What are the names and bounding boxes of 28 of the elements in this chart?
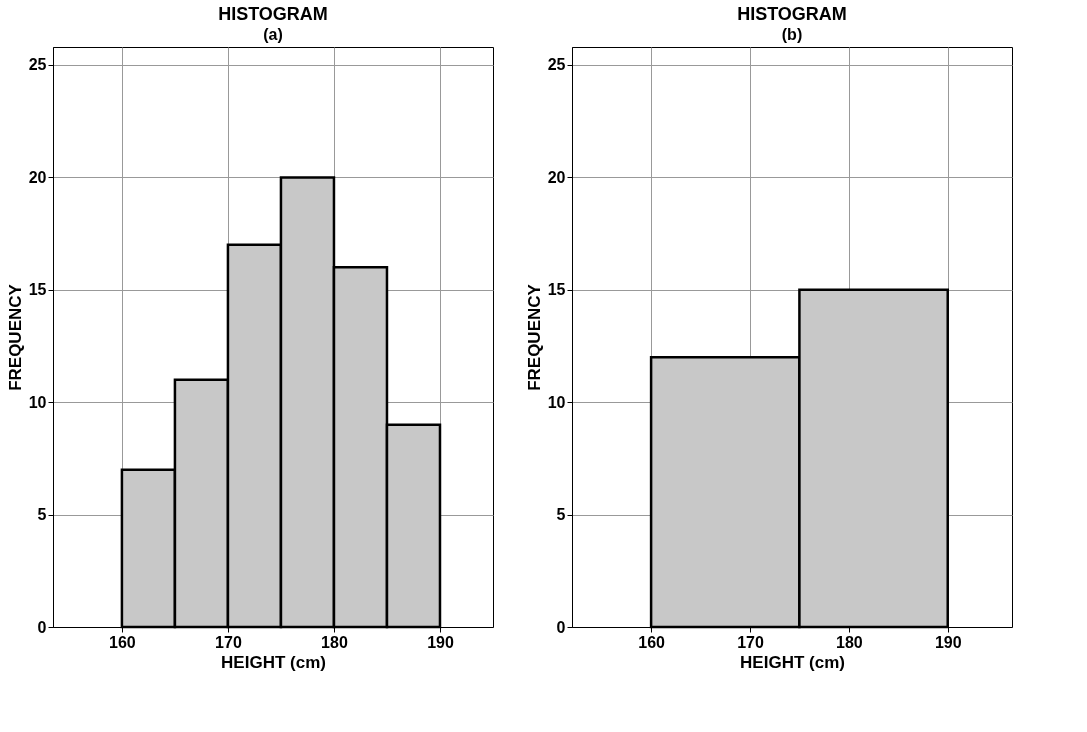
y-tick-label: 20	[547, 168, 566, 186]
x-axis-title: HEIGHT (cm)	[221, 652, 326, 672]
y-tick-label: 0	[556, 618, 566, 636]
y-tick-label: 5	[556, 506, 566, 524]
chart-subtitle: (b)	[781, 26, 803, 43]
y-tick-label: 20	[28, 168, 47, 186]
chart-subtitle: (a)	[263, 26, 283, 43]
x-tick-label: 180	[321, 633, 348, 651]
y-axis-title: FREQUENCY	[5, 283, 25, 391]
y-axis-title: FREQUENCY	[524, 283, 544, 391]
y-tick-label: 10	[28, 393, 47, 411]
x-tick-label: 190	[427, 633, 454, 651]
y-tick-label: 25	[28, 56, 47, 74]
y-tick-label: 15	[547, 281, 566, 299]
y-tick-label: 15	[28, 281, 47, 299]
y-tick-label: 5	[37, 506, 47, 524]
x-tick-label: 180	[836, 633, 863, 651]
y-tick-label: 25	[547, 56, 566, 74]
chart-title: HISTOGRAM	[737, 4, 847, 24]
x-tick-label: 170	[737, 633, 764, 651]
x-tick-label: 190	[934, 633, 962, 651]
x-tick-label: 160	[109, 633, 136, 651]
x-tick-label: 160	[638, 633, 666, 651]
chart-title: HISTOGRAM	[218, 4, 328, 24]
y-tick-label: 10	[547, 393, 566, 411]
y-tick-label: 0	[37, 618, 47, 636]
x-tick-label: 170	[215, 633, 242, 651]
x-axis-title: HEIGHT (cm)	[740, 652, 845, 672]
